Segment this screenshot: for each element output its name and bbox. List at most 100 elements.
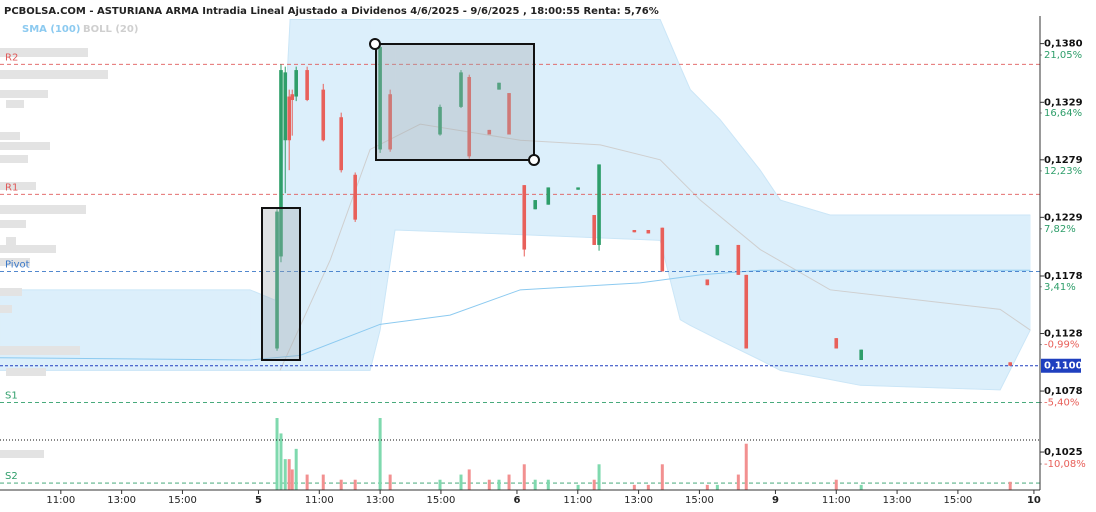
candle-body	[744, 274, 749, 349]
volume-bar	[744, 443, 748, 490]
volume-bar	[487, 479, 491, 490]
band-upper	[0, 18, 1031, 301]
x-tick-label: 9	[772, 495, 779, 506]
candle-body	[287, 96, 291, 141]
volume-bar	[1008, 481, 1012, 490]
volume-bar	[834, 479, 838, 490]
x-tick-label: 11:00	[563, 495, 592, 506]
band-lower	[0, 229, 1031, 391]
volume-bar	[275, 418, 279, 490]
volume-bar	[592, 479, 596, 490]
drawn-box	[375, 43, 535, 161]
chart-title: PCBOLSA.COM - ASTURIANA ARMA Intradia Li…	[4, 6, 659, 17]
x-tick-label: 11:00	[46, 495, 75, 506]
volume-bar	[533, 479, 537, 490]
volume-bar	[646, 484, 650, 490]
candle-body	[546, 187, 551, 205]
band-group	[0, 18, 1031, 391]
y-tick-label: 0,1128	[1044, 329, 1083, 340]
y-tick-label: 0,1229	[1044, 212, 1083, 223]
x-tick-label: 5	[255, 495, 262, 506]
volume-bar	[507, 474, 511, 490]
candle-body	[632, 229, 637, 233]
band-middle	[279, 123, 1031, 371]
volume-bar	[715, 484, 719, 490]
candle-body	[592, 215, 596, 245]
y2-tick-label: -0,99%	[1044, 340, 1079, 351]
x-tick-label: 15:00	[168, 495, 197, 506]
y-tick-label: 0,1025	[1044, 447, 1083, 458]
legend-sma: SMA (100)	[22, 24, 80, 35]
x-tick-label: 15:00	[685, 495, 714, 506]
volume-bar	[522, 464, 526, 490]
y-tick-label: 0,1279	[1044, 155, 1083, 166]
volume-bar	[597, 464, 601, 490]
y2-tick-label: -5,40%	[1044, 398, 1079, 409]
x-tick-label: 15:00	[943, 495, 972, 506]
volume-bar	[859, 484, 863, 490]
volume-bar	[736, 474, 740, 490]
x-tick-label: 13:00	[107, 495, 136, 506]
band-area	[780, 199, 831, 380]
volume-bar	[321, 474, 325, 490]
last-price-label: 0,1100	[1044, 361, 1083, 372]
box-handle	[528, 154, 540, 166]
volume-bar	[305, 474, 309, 490]
volume-bar	[576, 484, 580, 490]
y-tick-label: 0,1380	[1044, 39, 1083, 50]
volume-bar	[388, 474, 392, 490]
volume-bar	[279, 433, 283, 490]
level-label: S2	[5, 471, 18, 482]
volume-bar	[283, 459, 287, 490]
volume-bar	[467, 469, 471, 490]
candle-body	[438, 106, 442, 135]
volume-bar	[459, 474, 463, 490]
y2-tick-label: 12,23%	[1044, 166, 1082, 177]
y2-tick-label: 7,82%	[1044, 224, 1076, 235]
level-label: R2	[5, 52, 18, 63]
candle-body	[507, 93, 511, 135]
x-tick-label: 13:00	[883, 495, 912, 506]
drawn-box	[261, 207, 301, 361]
candle-body	[834, 338, 839, 349]
candle-body	[597, 164, 601, 245]
volume-bar	[287, 459, 291, 490]
y2-tick-label: 21,05%	[1044, 50, 1082, 61]
x-tick-label: 13:00	[624, 495, 653, 506]
candle-body	[353, 174, 357, 220]
candle-body	[294, 70, 298, 97]
candle-body	[339, 117, 343, 171]
plot: R2 R1 Pivot S1 S2 0,1380 0,1329 0,1279 0,1229 0,1…	[0, 39, 1086, 506]
volume-bar	[632, 484, 636, 490]
volume-bar	[378, 418, 382, 490]
volume-bar	[660, 464, 664, 490]
candle-body	[522, 185, 527, 250]
candle-body	[1008, 362, 1012, 366]
volume-bar	[438, 479, 442, 490]
last-price-box	[1041, 358, 1081, 373]
y-tick-label: 0,1078	[1044, 386, 1083, 397]
candle-body	[388, 94, 392, 150]
x-tick-label: 13:00	[366, 495, 395, 506]
x-tick-label: 15:00	[427, 495, 456, 506]
candle-body	[459, 72, 463, 107]
volume-profile	[0, 48, 108, 458]
candle-body	[467, 76, 472, 157]
band-area	[859, 214, 1001, 391]
y-tick-label: 0,1329	[1044, 97, 1083, 108]
band-area	[520, 19, 661, 241]
x-tick-label: 10	[1027, 495, 1041, 506]
volume-bar	[339, 479, 343, 490]
x-tick-label: 11:00	[822, 495, 851, 506]
volume-bar	[290, 469, 294, 490]
volume-bar	[705, 484, 709, 490]
y2-tick-label: -10,08%	[1044, 459, 1086, 470]
candle-body	[660, 227, 665, 272]
band-area	[679, 66, 691, 326]
candle-body	[859, 349, 863, 360]
level-label: Pivot	[5, 259, 30, 270]
x-tick-label: 11:00	[305, 495, 334, 506]
sma-line	[0, 269, 1031, 361]
candle-body	[275, 211, 279, 349]
